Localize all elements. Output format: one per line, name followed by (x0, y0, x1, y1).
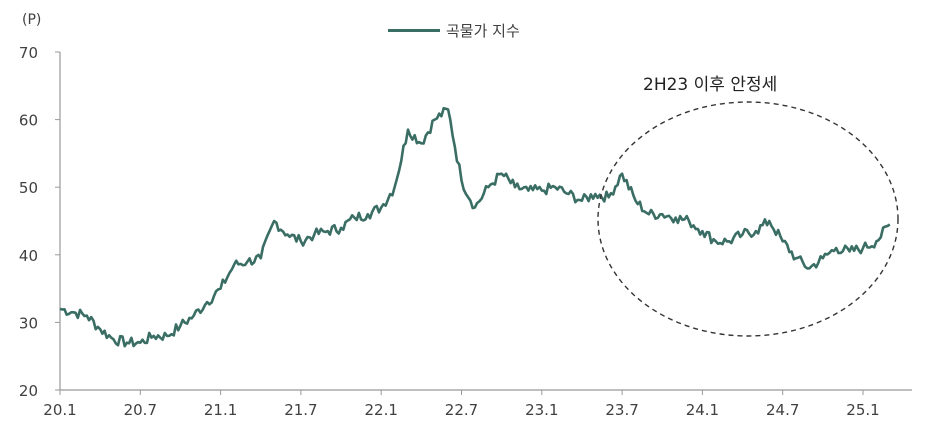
x-tick-label: 20.1 (43, 401, 76, 419)
x-tick-label: 21.7 (284, 401, 317, 419)
x-tick-label: 24.1 (686, 401, 719, 419)
x-tick-label: 22.1 (364, 401, 397, 419)
chart-legend: 곡물가 지수 (388, 20, 520, 41)
legend-label: 곡물가 지수 (446, 22, 520, 40)
x-tick-label: 25.1 (846, 401, 879, 419)
x-tick-label: 23.1 (525, 401, 558, 419)
x-tick-label: 22.7 (445, 401, 478, 419)
grain-price-index-line (59, 106, 891, 348)
y-tick-label: 70 (19, 44, 38, 62)
highlight-dashed-ellipse (597, 101, 899, 337)
y-tick-label: 40 (19, 247, 38, 265)
y-tick-label: 30 (19, 314, 38, 332)
stability-annotation: 2H23 이후 안정세 (643, 75, 778, 95)
x-axis: 20.1 20.7 21.1 21.7 22.1 22.7 23.1 23.7 24.1 24.7… (43, 389, 912, 419)
x-tick-label: 21.1 (204, 401, 237, 419)
x-tick-label: 24.7 (766, 401, 799, 419)
y-tick-label: 20 (19, 382, 38, 400)
y-tick-label: 50 (19, 179, 38, 197)
x-tick-label: 20.7 (124, 401, 157, 419)
y-tick-label: 60 (19, 112, 38, 130)
y-axis: 20 30 40 50 60 70 (19, 44, 61, 400)
legend-line-swatch-icon (388, 29, 440, 32)
x-tick-label: 23.7 (605, 401, 638, 419)
y-axis-unit-label: (P) (22, 12, 41, 28)
